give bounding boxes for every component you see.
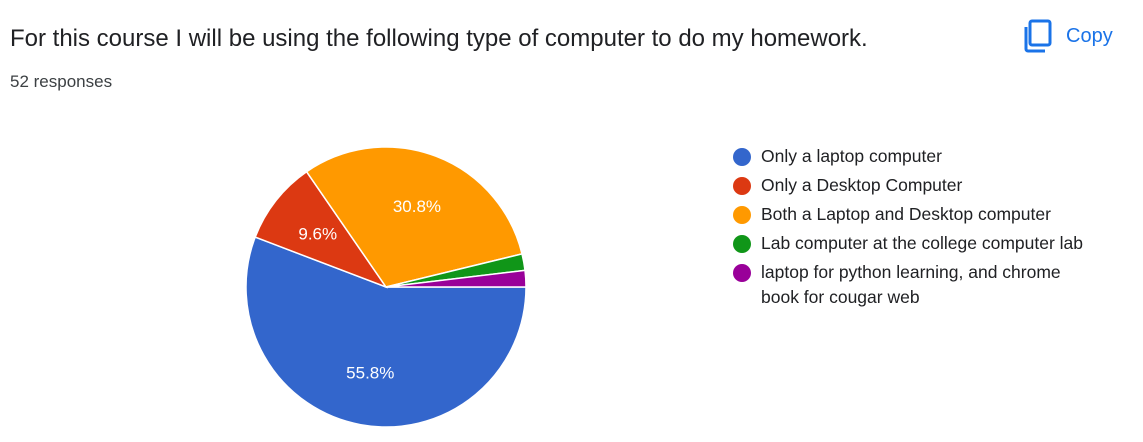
pie-data-label: 30.8% [393, 197, 441, 216]
legend-item: Lab computer at the college computer lab [733, 231, 1093, 256]
pie-data-label: 55.8% [346, 363, 394, 382]
legend-item: Only a laptop computer [733, 144, 1093, 169]
legend-swatch [733, 206, 751, 224]
pie-slice [254, 170, 388, 289]
copy-button[interactable]: Copy [1024, 18, 1113, 54]
pie-data-label: 9.6% [298, 224, 337, 243]
pie-slice [305, 146, 523, 288]
pie-slice [385, 269, 527, 288]
legend-item: Only a Desktop Computer [733, 173, 1093, 198]
chart-legend: Only a laptop computer Only a Desktop Com… [733, 144, 1093, 314]
legend-label: Both a Laptop and Desktop computer [761, 204, 1051, 224]
copy-icon [1024, 19, 1052, 53]
legend-label: Only a Desktop Computer [761, 175, 963, 195]
legend-swatch [733, 148, 751, 166]
question-title: For this course I will be using the foll… [10, 25, 868, 52]
response-count: 52 responses [10, 72, 113, 91]
legend-label: Only a laptop computer [761, 146, 942, 166]
pie-slice [385, 252, 526, 288]
legend-label: Lab computer at the college computer lab [761, 233, 1083, 253]
legend-swatch [733, 235, 751, 253]
legend-label: laptop for python learning, and chrome b… [761, 262, 1061, 307]
legend-item: laptop for python learning, and chrome b… [733, 260, 1093, 310]
legend-item: Both a Laptop and Desktop computer [733, 202, 1093, 227]
pie-slice [245, 236, 527, 428]
legend-swatch [733, 177, 751, 195]
legend-swatch [733, 264, 751, 282]
copy-label: Copy [1066, 24, 1113, 47]
